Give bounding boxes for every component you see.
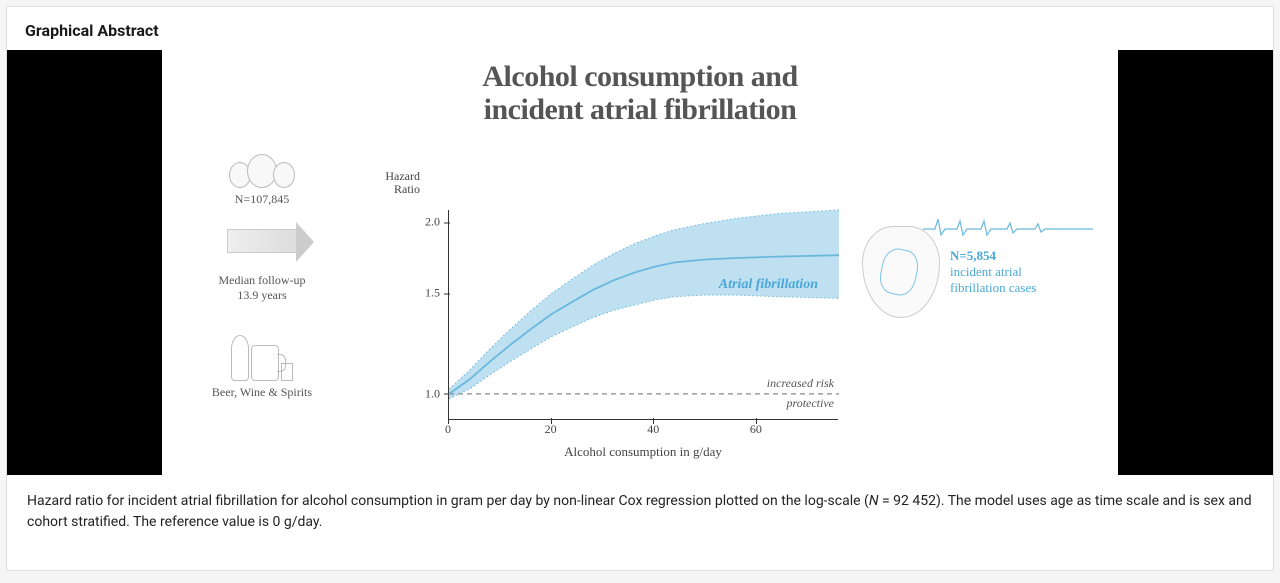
caption-prefix: Hazard ratio for incident atrial fibrill… <box>27 493 869 509</box>
drinks-label: Beer, Wine & Spirits <box>182 385 342 400</box>
drinks-icon <box>182 321 342 381</box>
hazard-ratio-chart: Hazard Ratio 1.01.52.0 increased risk pr… <box>376 170 846 460</box>
figure-caption: Hazard ratio for incident atrial fibrill… <box>7 475 1273 549</box>
right-column: N=5,854 incident atrial fibrillation cas… <box>862 226 1102 318</box>
y-tick-label: 2.0 <box>425 215 440 230</box>
outcome-line2: fibrillation cases <box>950 280 1036 296</box>
y-tick-label: 1.5 <box>425 286 440 301</box>
followup-label-1: Median follow-up <box>182 273 342 288</box>
figure-title-line1: Alcohol consumption and <box>482 60 797 93</box>
cohort-n-label: N=107,845 <box>182 192 342 207</box>
confidence-band <box>449 210 839 399</box>
x-tick-label: 0 <box>445 422 451 437</box>
x-tick-label: 20 <box>545 422 557 437</box>
heart-icon <box>862 226 940 318</box>
followup-arrow-icon <box>182 229 342 269</box>
outcome-line1: incident atrial <box>950 264 1036 280</box>
curve-label: Atrial fibrillation <box>719 277 818 293</box>
ref-upper-label: increased risk <box>767 376 834 391</box>
y-axis-title: Hazard Ratio <box>360 170 420 196</box>
figure-title: Alcohol consumption and incident atrial … <box>162 50 1118 126</box>
cohort-icon <box>182 134 342 188</box>
x-tick-label: 40 <box>647 422 659 437</box>
section-title: Graphical Abstract <box>7 7 1273 50</box>
y-ticks: 1.0 1.5 2.0 <box>410 210 440 420</box>
graphical-abstract-panel: Graphical Abstract Alcohol consumption a… <box>6 6 1274 571</box>
caption-n-italic: N <box>869 493 879 509</box>
y-tick-label: 1.0 <box>425 386 440 401</box>
ecg-icon <box>923 215 1093 239</box>
figure-band: Alcohol consumption and incident atrial … <box>7 50 1273 475</box>
figure-canvas: Alcohol consumption and incident atrial … <box>162 50 1118 475</box>
x-tick-label: 60 <box>750 422 762 437</box>
left-column: N=107,845 Median follow-up 13.9 years Be… <box>182 134 342 400</box>
figure-title-line2: incident atrial fibrillation <box>484 93 797 126</box>
x-axis-title: Alcohol consumption in g/day <box>448 444 838 460</box>
outcome-text: N=5,854 incident atrial fibrillation cas… <box>950 248 1036 297</box>
plot-area: increased risk protective Atrial fibrill… <box>448 210 838 420</box>
ref-lower-label: protective <box>786 396 834 411</box>
outcome-n-label: N=5,854 <box>950 248 1036 264</box>
x-ticks: 0 20 40 60 <box>448 422 838 442</box>
followup-label-2: 13.9 years <box>182 288 342 303</box>
